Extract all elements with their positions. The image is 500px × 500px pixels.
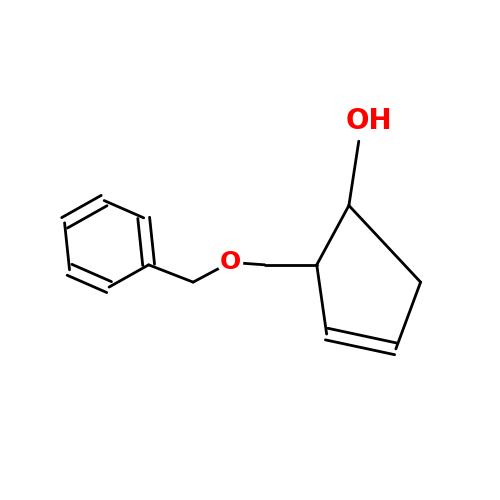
Circle shape [218, 250, 242, 274]
Text: OH: OH [346, 108, 392, 136]
Text: O: O [220, 250, 241, 274]
